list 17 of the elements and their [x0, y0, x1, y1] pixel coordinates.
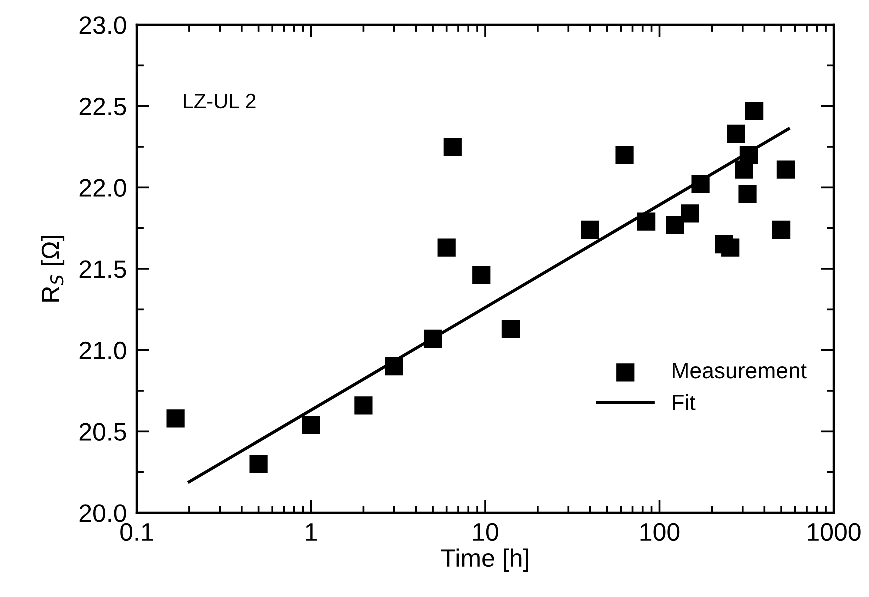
- y-tick-label: 20.5: [80, 423, 126, 441]
- x-tick-label: 1000: [808, 523, 861, 542]
- x-tick-label: 10: [474, 523, 498, 542]
- x-axis-title: Time [h]: [441, 548, 528, 572]
- y-tick-label: 21.0: [80, 342, 126, 360]
- y-tick-label: 22.5: [80, 98, 126, 116]
- legend-label: Measurement: [673, 363, 807, 379]
- x-tick-label: 1: [306, 524, 317, 541]
- y-axis-title: R$_{S}$ [Ω]: [41, 236, 65, 302]
- y-tick-label: 23.0: [80, 16, 126, 34]
- y-tick-label: 22.0: [80, 179, 126, 197]
- annotation: LZ-UL 2: [184, 94, 256, 109]
- x-tick-label: 0.1: [120, 523, 154, 542]
- x-tick-label: 100: [640, 523, 680, 542]
- y-tick-label: 20.0: [80, 504, 126, 522]
- legend-label: Fit: [673, 394, 696, 410]
- y-tick-label: 21.5: [80, 260, 126, 278]
